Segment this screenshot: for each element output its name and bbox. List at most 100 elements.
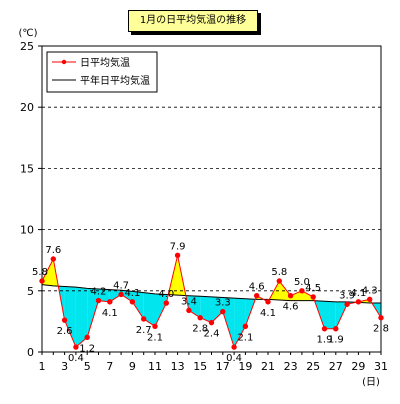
- below-normal-fill: [98, 288, 110, 302]
- below-normal-fill: [211, 296, 223, 323]
- x-tick-label: 31: [374, 360, 388, 373]
- legend-label-daily: 日平均気温: [80, 56, 130, 69]
- below-normal-fill: [155, 293, 167, 327]
- data-label: 4.6: [249, 282, 265, 293]
- below-normal-fill: [222, 297, 235, 348]
- y-tick-label: 10: [20, 224, 34, 237]
- data-label: 2.4: [204, 329, 220, 340]
- below-normal-fill: [132, 291, 144, 319]
- data-label: 5.8: [271, 267, 287, 278]
- x-tick-label: 3: [61, 360, 68, 373]
- x-tick-label: 25: [306, 360, 320, 373]
- data-point: [299, 288, 305, 294]
- y-tick-label: 0: [27, 346, 34, 359]
- data-point: [39, 278, 45, 284]
- below-normal-fill: [87, 288, 99, 338]
- data-point: [355, 299, 362, 305]
- x-tick-label: 1: [39, 360, 46, 373]
- data-point: [208, 319, 215, 326]
- data-label: 4.5: [305, 283, 321, 294]
- below-normal-fill: [234, 298, 246, 348]
- x-tick-label: 7: [106, 360, 113, 373]
- data-label: 1.9: [328, 335, 344, 346]
- data-point: [378, 315, 384, 321]
- series-line-normal: [41, 284, 381, 304]
- below-normal-fill: [75, 287, 88, 348]
- data-label: 2.1: [147, 332, 163, 343]
- data-label: 5.8: [32, 267, 48, 278]
- data-point: [84, 334, 90, 341]
- data-point: [220, 308, 226, 315]
- x-tick-label: 9: [129, 360, 136, 373]
- legend-marker-daily: [61, 59, 67, 65]
- x-tick-label: 23: [284, 360, 298, 373]
- below-normal-fill: [324, 301, 336, 329]
- data-label: 4.1: [350, 288, 366, 299]
- data-label: 2.8: [192, 324, 208, 335]
- x-tick-label: 29: [351, 360, 365, 373]
- data-point: [333, 326, 339, 332]
- x-tick-label: 13: [171, 360, 185, 373]
- x-tick-label: 19: [238, 360, 252, 373]
- y-tick-label: 25: [20, 40, 34, 53]
- below-normal-fill: [200, 296, 212, 323]
- below-normal-fill: [121, 290, 133, 302]
- data-point: [231, 344, 237, 350]
- data-label: 4.1: [102, 308, 118, 319]
- x-tick-label: 21: [261, 360, 275, 373]
- data-label: 1.2: [79, 343, 95, 354]
- data-point: [141, 316, 147, 322]
- data-point: [95, 297, 102, 304]
- data-label: 1.9: [317, 335, 333, 346]
- below-normal-fill: [109, 289, 122, 302]
- y-tick-label: 15: [20, 162, 34, 175]
- data-point: [61, 317, 68, 323]
- below-normal-fill: [64, 286, 76, 348]
- chart-title: 1月の日平均気温の推移: [128, 10, 258, 32]
- legend-label-normal: 平年日平均気温: [80, 74, 150, 87]
- data-point: [129, 299, 136, 305]
- data-label: 4.6: [283, 302, 299, 313]
- below-normal-fill: [143, 292, 155, 327]
- data-label: 4.1: [124, 288, 140, 299]
- data-label: 3.9: [339, 290, 355, 301]
- above-normal-fill: [42, 258, 54, 286]
- data-point: [197, 315, 203, 321]
- data-point: [107, 299, 113, 305]
- data-label: 4.7: [113, 280, 129, 291]
- legend-box: [46, 51, 158, 93]
- data-point: [242, 323, 249, 329]
- data-point: [73, 344, 79, 350]
- data-label: 3.3: [215, 298, 231, 309]
- data-point: [321, 326, 328, 332]
- data-point: [254, 292, 260, 299]
- below-normal-fill: [188, 295, 201, 318]
- data-label: 5.0: [294, 277, 310, 288]
- data-label: 2.1: [237, 332, 253, 343]
- x-tick-label: 5: [84, 360, 91, 373]
- data-label: 4.1: [260, 308, 276, 319]
- x-tick-label: 27: [329, 360, 343, 373]
- data-label: 2.6: [57, 326, 73, 337]
- data-label: 4.3: [362, 285, 378, 296]
- data-point: [174, 252, 181, 259]
- data-point: [118, 291, 124, 298]
- data-point: [344, 301, 350, 307]
- data-label: 7.6: [45, 245, 61, 256]
- above-normal-fill: [301, 290, 314, 301]
- data-point: [310, 294, 316, 300]
- data-point: [265, 299, 271, 305]
- x-tick-label: 15: [193, 360, 207, 373]
- data-label: 2.8: [373, 324, 389, 335]
- data-point: [163, 300, 170, 306]
- x-axis-unit: (日): [362, 377, 380, 388]
- data-label: 3.4: [181, 296, 197, 307]
- y-tick-label: 20: [20, 101, 34, 114]
- data-label: 0.4: [226, 353, 242, 364]
- data-point: [276, 278, 282, 284]
- data-point: [287, 292, 294, 299]
- data-label: 2.7: [136, 325, 152, 336]
